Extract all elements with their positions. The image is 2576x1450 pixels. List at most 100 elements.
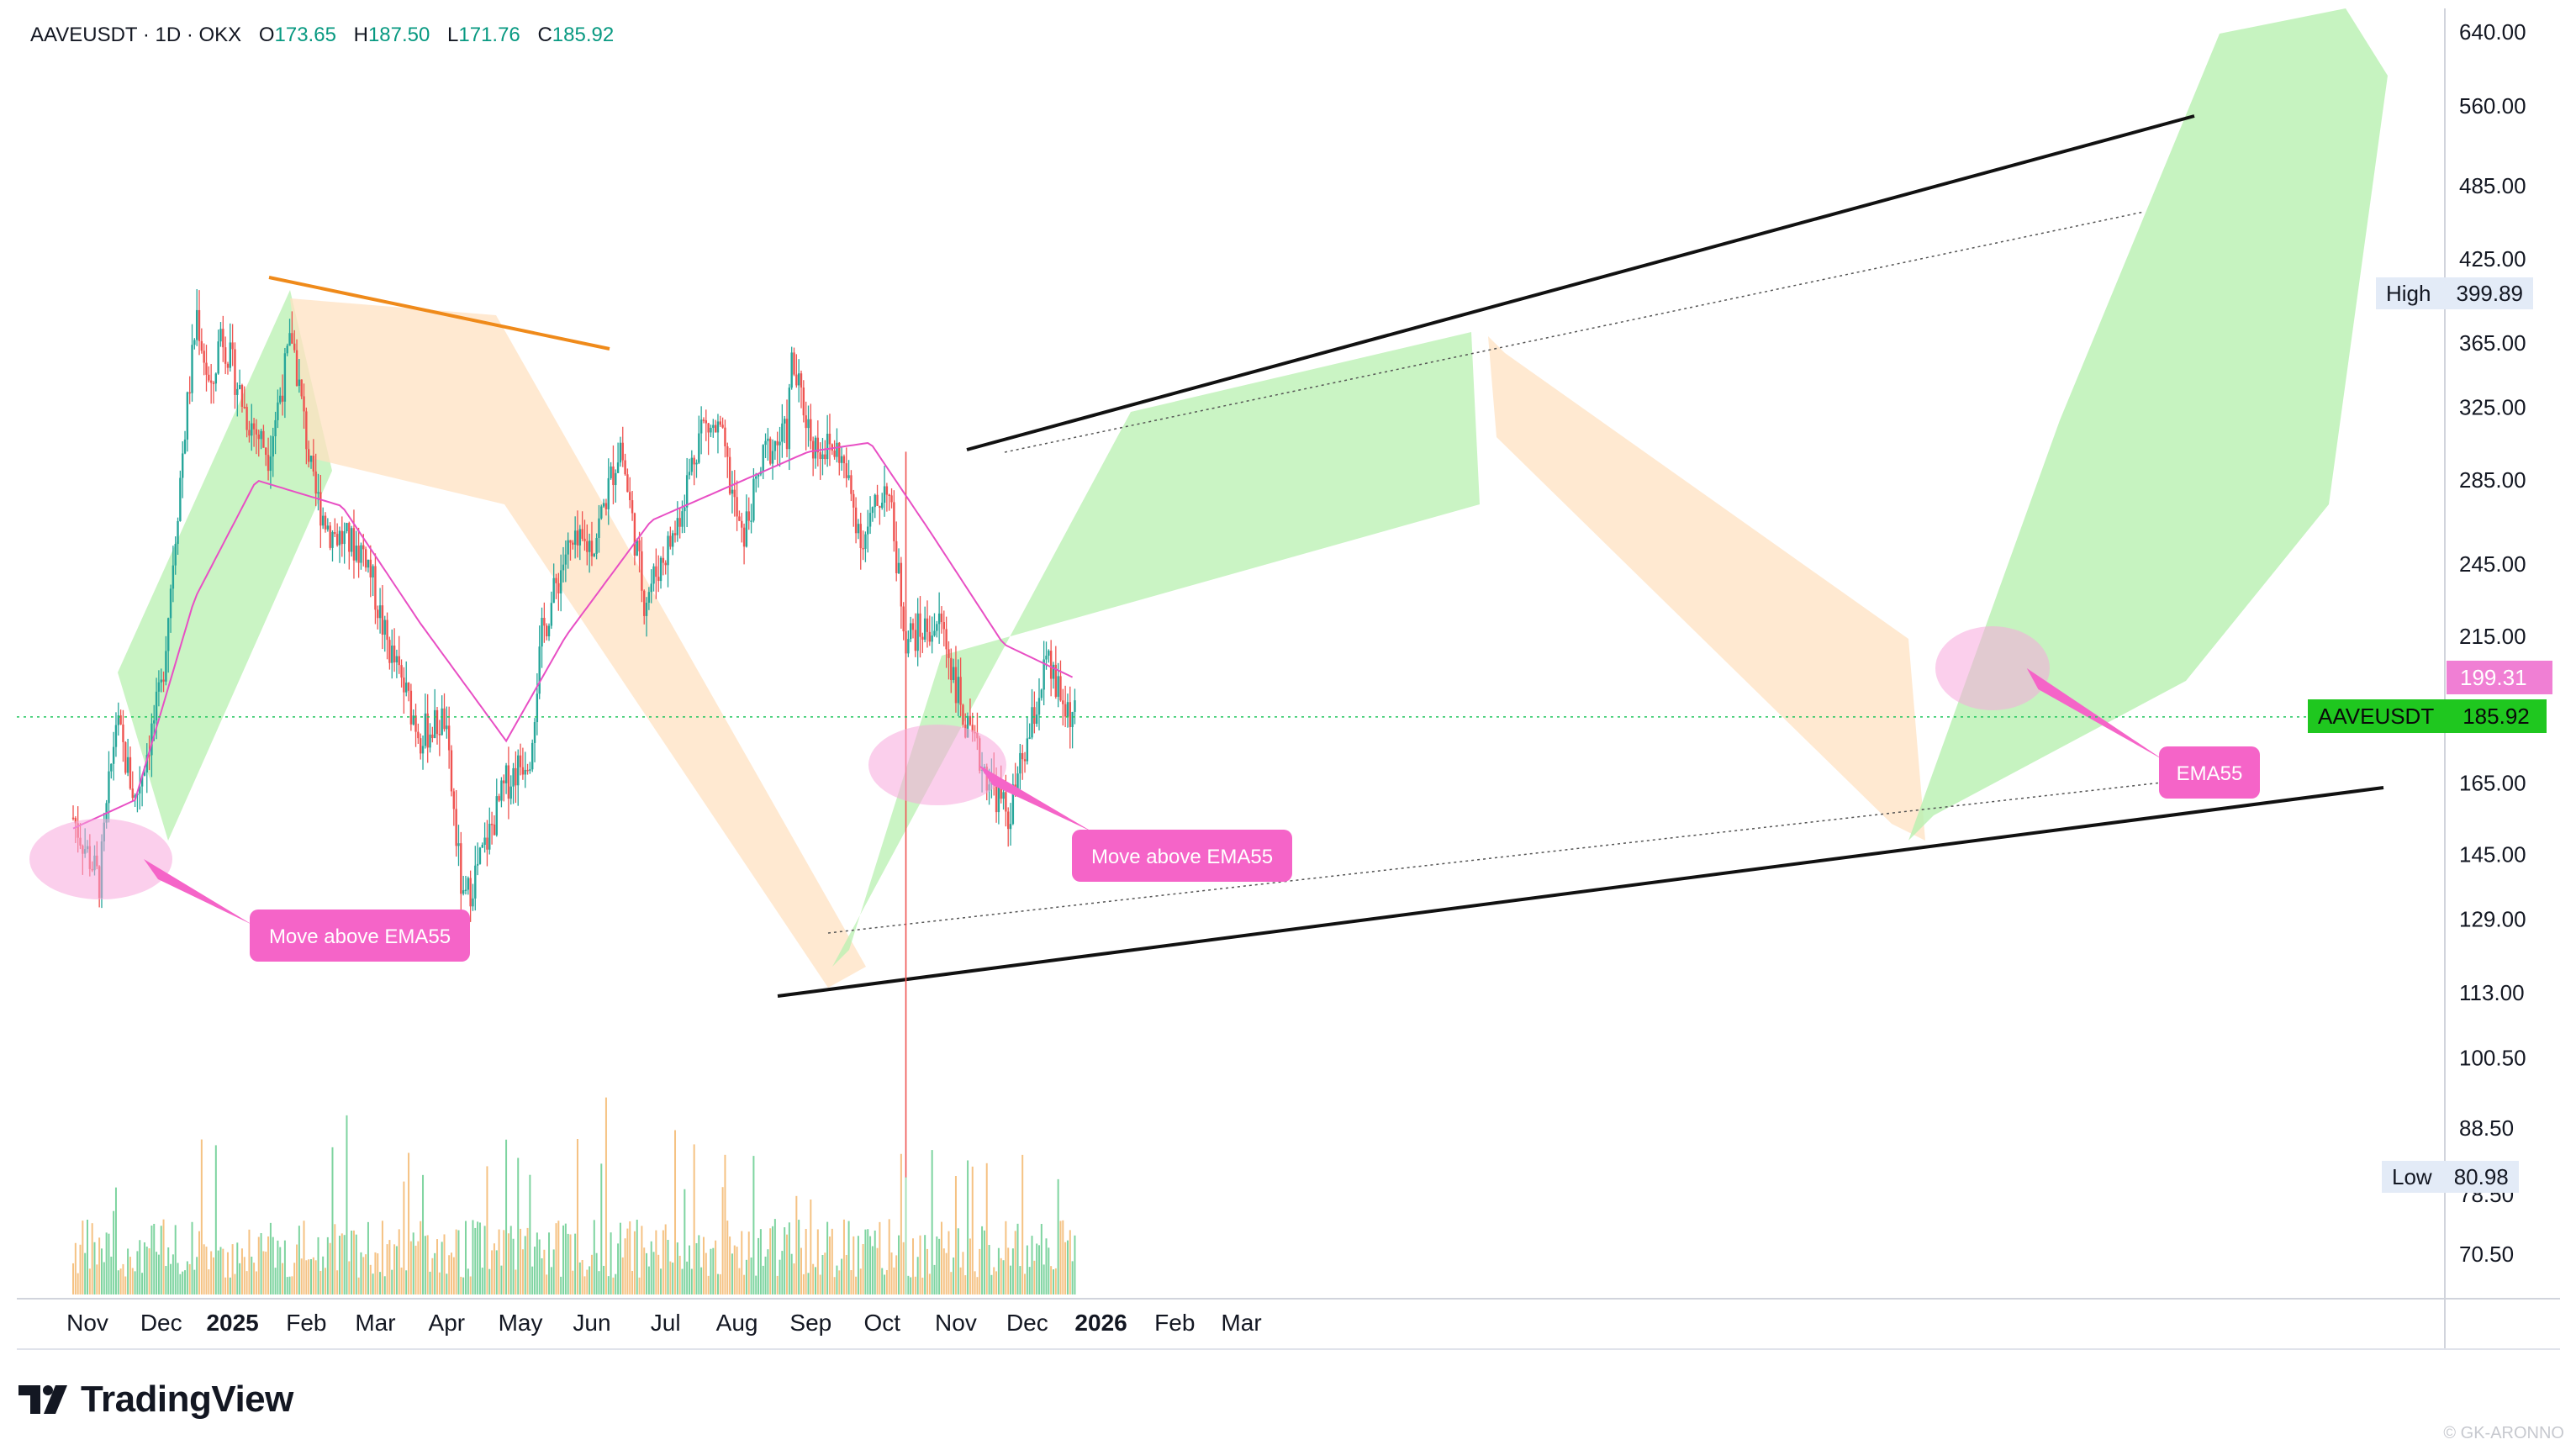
volume-bar — [205, 1247, 208, 1294]
candle-body — [357, 546, 360, 563]
candle-body — [205, 362, 208, 375]
candle-body — [572, 542, 574, 545]
volume-bar — [457, 1230, 460, 1294]
candle-body — [638, 540, 641, 551]
volume-bar — [626, 1228, 629, 1294]
candle-body — [208, 374, 210, 381]
candle-body — [867, 526, 869, 535]
candle-body — [219, 329, 222, 342]
candle-body — [295, 350, 298, 387]
volume-bar — [617, 1243, 620, 1294]
volume-bar — [355, 1234, 357, 1294]
volume-bar — [377, 1253, 379, 1294]
volume-bar — [277, 1240, 279, 1294]
candle-body — [619, 442, 622, 463]
candle-body — [214, 373, 218, 384]
candle-body — [435, 709, 439, 735]
volume-bar — [743, 1274, 746, 1294]
volume-bar — [426, 1235, 429, 1294]
open-value: 173.65 — [274, 24, 336, 46]
candle-body — [377, 609, 379, 619]
volume-bar — [512, 1238, 515, 1294]
volume-bar — [184, 1270, 187, 1294]
candle-body — [343, 530, 346, 545]
volume-bar — [990, 1274, 993, 1294]
volume-bar — [495, 1250, 498, 1294]
volume-bar — [172, 1254, 174, 1294]
candle-body — [1043, 659, 1045, 690]
candle-body — [600, 506, 603, 519]
candle-body — [1033, 707, 1036, 725]
candle-body — [641, 551, 643, 591]
volume-bar — [108, 1233, 110, 1294]
candle-body — [721, 424, 724, 428]
volume-bar — [538, 1239, 541, 1294]
candle-body — [793, 352, 795, 375]
candle-body — [314, 471, 317, 494]
candle-body — [255, 429, 258, 435]
candle-body — [1026, 738, 1029, 762]
candle-body — [169, 588, 172, 619]
volume-bar — [593, 1220, 595, 1294]
x-tick-label: 2025 — [206, 1310, 258, 1336]
volume-bar — [360, 1252, 362, 1294]
candle-body — [676, 518, 679, 535]
candle-body — [464, 889, 467, 892]
candle-body — [283, 353, 287, 402]
tradingview-logo-icon — [18, 1385, 67, 1414]
candle-body — [871, 507, 874, 514]
volume-bar — [310, 1258, 313, 1294]
candle-body — [450, 750, 453, 792]
candle-body — [252, 423, 256, 430]
volume-bar — [131, 1268, 134, 1294]
volume-bar — [325, 1268, 326, 1294]
candle-body — [338, 530, 341, 546]
candle-body — [1057, 676, 1059, 697]
candle-body — [326, 525, 330, 530]
candle-body — [395, 656, 399, 663]
candle-body — [1035, 714, 1038, 725]
ema-value-badge: 199.31 — [2447, 661, 2552, 694]
volume-bar — [790, 1253, 793, 1294]
candle-body — [441, 708, 443, 736]
candle-body — [531, 742, 534, 770]
candle-body — [462, 890, 465, 894]
volume-bar — [391, 1269, 393, 1294]
volume-bar — [431, 1258, 434, 1294]
volume-bar — [79, 1244, 82, 1294]
candle-body — [182, 453, 184, 478]
candle-body — [781, 423, 784, 442]
candle-body — [862, 547, 864, 550]
candle-body — [926, 618, 929, 632]
volume-bar — [174, 1225, 177, 1294]
candle-body — [1071, 711, 1074, 728]
candle-body — [222, 329, 224, 348]
volume-bar — [374, 1252, 377, 1294]
candle-body — [659, 557, 662, 582]
volume-bar — [1007, 1247, 1010, 1294]
brand-logo[interactable]: TradingView — [18, 1379, 293, 1421]
volume-bar — [604, 1097, 607, 1294]
candle-body — [581, 529, 583, 539]
candle-body — [885, 486, 889, 495]
volume-bar — [517, 1157, 520, 1294]
candle-body — [74, 818, 77, 824]
candle-body — [488, 824, 491, 850]
candle-body — [388, 640, 391, 663]
x-tick-label: Nov — [935, 1310, 977, 1336]
volume-bar — [669, 1261, 672, 1294]
volume-bar — [408, 1152, 410, 1294]
candle-body — [1069, 702, 1071, 728]
volume-bar — [664, 1224, 667, 1294]
y-tick-label: 100.50 — [2459, 1045, 2526, 1070]
candle-body — [954, 667, 958, 704]
candle-body — [521, 767, 525, 775]
candle-body — [595, 537, 598, 554]
callout-ema-2-highlight — [868, 725, 1006, 805]
volume-bar — [802, 1273, 805, 1294]
volume-bar — [779, 1259, 781, 1294]
volume-bar — [646, 1252, 648, 1294]
volume-bar — [1071, 1261, 1074, 1294]
candle-body — [995, 783, 998, 813]
